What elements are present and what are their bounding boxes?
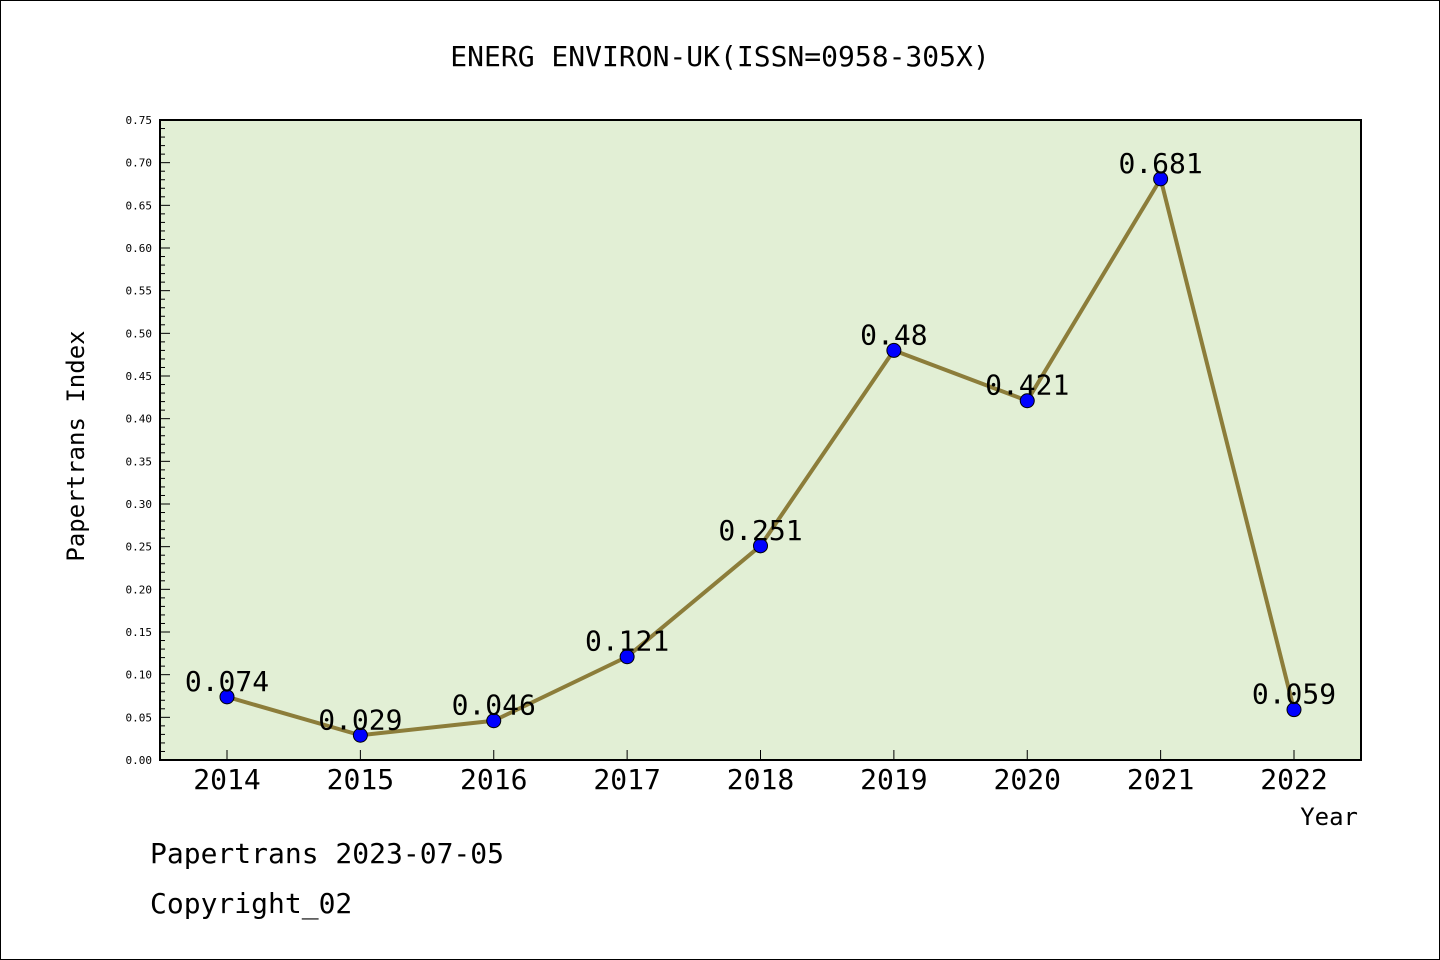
- x-tick-label: 2017: [593, 763, 660, 796]
- y-tick-label: 0.75: [126, 114, 153, 127]
- x-axis: 2014 2015 2016 2017 2018 2019 2020 2021 2022: [193, 750, 1328, 796]
- data-point: [753, 538, 768, 554]
- y-tick-label: 0.60: [126, 242, 153, 255]
- y-tick-label: 0.25: [126, 541, 153, 554]
- x-tick-label: 2018: [727, 763, 794, 796]
- data-point: [886, 342, 902, 358]
- plot-area: [159, 119, 1362, 761]
- data-label: 0.029: [318, 703, 402, 736]
- x-tick-label: 2022: [1260, 763, 1327, 796]
- data-label: 0.48: [860, 318, 927, 351]
- data-point: [1153, 171, 1169, 187]
- y-tick-label: 0.65: [126, 199, 153, 212]
- y-tick-label: 0.00: [126, 754, 153, 767]
- data-point: [219, 689, 235, 705]
- x-tick-label: 2020: [994, 763, 1061, 796]
- data-label: 0.059: [1252, 678, 1336, 711]
- x-tick-label: 2021: [1127, 763, 1194, 796]
- y-tick-label: 0.20: [126, 583, 153, 596]
- data-label: 0.681: [1118, 147, 1202, 180]
- y-tick-label: 0.10: [126, 669, 153, 682]
- y-axis-label: Papertrans Index: [62, 330, 90, 561]
- data-label: 0.251: [718, 514, 802, 547]
- series-group: 0.074 0.029 0.046 0.121 0.251 0.48 0.421 0.681 0…: [185, 147, 1336, 743]
- x-axis-label: Year: [1300, 803, 1358, 831]
- x-tick-label: 2019: [860, 763, 927, 796]
- footer-copyright: Copyright_02: [150, 887, 352, 921]
- y-tick-label: 0.15: [126, 626, 153, 639]
- y-axis: 0.00 0.05 0.10 0.15 0.20 0.25 0.30 0.35 0.40 0.45…: [126, 114, 170, 767]
- data-label: 0.121: [585, 625, 669, 658]
- data-point: [1286, 702, 1302, 718]
- x-tick-label: 2015: [327, 763, 394, 796]
- y-tick-label: 0.30: [126, 498, 153, 511]
- y-tick-label: 0.35: [126, 455, 153, 468]
- y-tick-label: 0.40: [126, 413, 153, 426]
- footer-date: Papertrans 2023-07-05: [150, 837, 504, 870]
- y-tick-label: 0.55: [126, 285, 153, 298]
- data-label: 0.046: [452, 689, 536, 722]
- y-tick-label: 0.05: [126, 711, 153, 724]
- data-label: 0.421: [985, 369, 1069, 402]
- y-tick-label: 0.50: [126, 327, 153, 340]
- y-tick-label: 0.70: [126, 157, 153, 170]
- data-point: [1019, 393, 1035, 409]
- data-point: [619, 649, 635, 665]
- data-label: 0.074: [185, 665, 269, 698]
- data-point: [352, 727, 368, 743]
- x-tick-label: 2014: [193, 763, 260, 796]
- y-tick-label: 0.45: [126, 370, 153, 383]
- chart-title: ENERG ENVIRON-UK(ISSN=0958-305X): [450, 40, 989, 73]
- data-point: [486, 713, 502, 729]
- x-tick-label: 2016: [460, 763, 527, 796]
